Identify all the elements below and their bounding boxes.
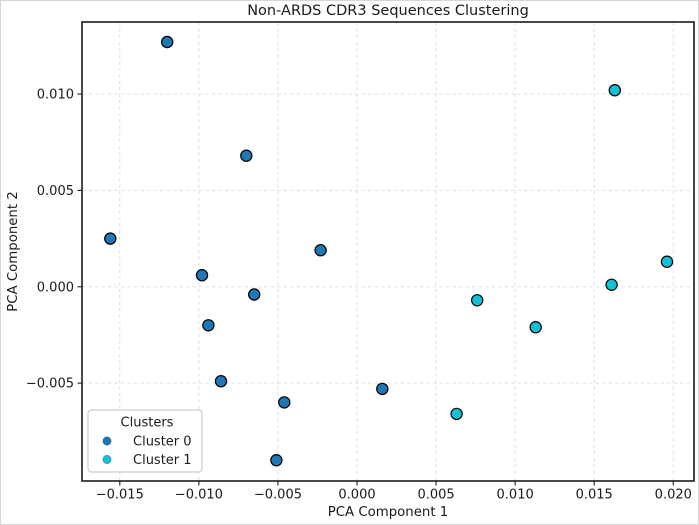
x-tick-label: 0.020 <box>655 488 692 503</box>
plot-border <box>81 21 695 482</box>
data-point-cluster-0 <box>247 288 261 301</box>
x-tick-label: 0.005 <box>417 488 454 503</box>
y-tick-label: 0.010 <box>37 88 74 103</box>
x-tick-label: 0.000 <box>338 488 375 503</box>
data-point-cluster-1 <box>605 278 618 291</box>
y-tick-label: 0.005 <box>37 184 74 199</box>
x-tick-label: −0.010 <box>175 488 223 503</box>
data-point-cluster-0 <box>104 232 117 245</box>
data-point-cluster-0 <box>314 243 327 257</box>
y-tick-label: 0.000 <box>37 280 74 295</box>
data-point-cluster-1 <box>471 294 484 307</box>
legend-title: Clusters <box>121 416 174 431</box>
data-point-cluster-0 <box>278 396 291 409</box>
data-point-cluster-0 <box>240 149 253 162</box>
chart-title: Non-ARDS CDR3 Sequences Clustering <box>247 3 529 19</box>
x-axis-label: PCA Component 1 <box>328 505 449 520</box>
y-tick-label: −0.005 <box>26 377 74 392</box>
legend-label-cluster-0: Cluster 0 <box>133 435 192 450</box>
data-point-cluster-0 <box>376 382 389 396</box>
x-tick-label: 0.015 <box>576 488 613 503</box>
x-tick-label: −0.005 <box>254 488 302 503</box>
data-point-cluster-0 <box>160 35 174 49</box>
legend-marker-cluster-1 <box>102 454 112 465</box>
data-point-cluster-0 <box>270 454 283 467</box>
data-point-cluster-0 <box>195 269 209 282</box>
legend-label-cluster-1: Cluster 1 <box>133 453 192 468</box>
data-point-cluster-1 <box>529 321 542 334</box>
x-tick-label: 0.010 <box>497 488 534 503</box>
plot-area <box>82 22 694 481</box>
data-point-cluster-1 <box>450 407 463 421</box>
x-tick-label: −0.015 <box>96 488 144 503</box>
legend-box <box>87 409 203 473</box>
data-point-cluster-0 <box>202 319 215 332</box>
data-point-cluster-1 <box>660 255 674 268</box>
legend-marker-cluster-0 <box>102 436 112 446</box>
data-point-cluster-1 <box>608 83 622 97</box>
data-point-cluster-0 <box>214 375 228 388</box>
y-axis-label: PCA Component 2 <box>6 191 21 312</box>
